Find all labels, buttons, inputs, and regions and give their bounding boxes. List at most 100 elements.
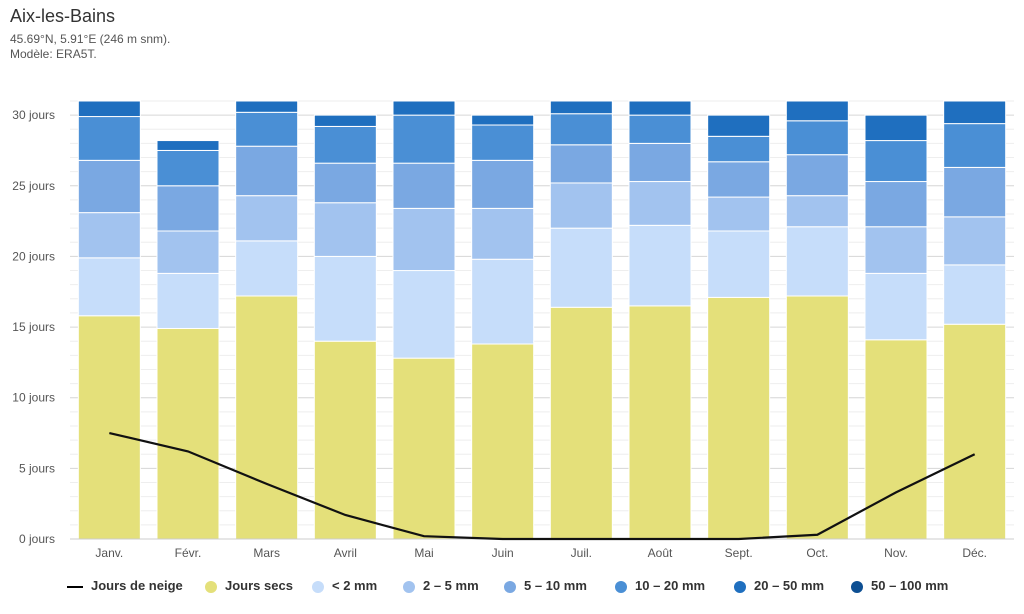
bar-segment [313, 255, 377, 342]
x-tick-label: Juil. [571, 546, 592, 560]
bar-segment [785, 226, 849, 297]
bar-segment [156, 185, 220, 232]
bar-segment [864, 226, 928, 274]
bar-segment [707, 114, 771, 137]
bar-segment [785, 154, 849, 197]
y-tick-label: 0 jours [19, 532, 55, 546]
legend-item[interactable]: Jours de neige [67, 578, 183, 593]
y-tick-label: 15 jours [12, 320, 55, 334]
bar-segment [549, 306, 613, 540]
bar-segment [156, 230, 220, 274]
bar-segment [943, 123, 1007, 168]
bar-segment [235, 111, 299, 147]
legend-item[interactable]: < 2 mm [312, 578, 377, 593]
bar-segment [156, 272, 220, 329]
bar-segment [707, 230, 771, 298]
x-tick-label: Août [648, 546, 673, 560]
bar-segment [943, 264, 1007, 325]
x-tick-label: Juin [492, 546, 514, 560]
bar-segment [77, 257, 141, 317]
bar-segment [77, 159, 141, 214]
bar-segment [471, 343, 535, 540]
bar-segment [471, 207, 535, 260]
bar-segment [785, 295, 849, 540]
bar-segment [156, 140, 220, 151]
y-tick-label: 30 jours [12, 108, 55, 122]
chart-title: Aix-les-Bains [10, 6, 116, 26]
legend-label: Jours secs [225, 578, 293, 593]
legend-item[interactable]: 10 – 20 mm [615, 578, 705, 593]
bar-segment [77, 212, 141, 259]
bar-segment [392, 270, 456, 359]
bar-segment [864, 272, 928, 341]
chart-legend: Jours de neige Jours secs < 2 mm 2 – 5 mm 5 … [0, 568, 1024, 604]
bar-segment [313, 202, 377, 257]
bar-segment [235, 295, 299, 540]
x-tick-label: Mars [253, 546, 280, 560]
bar-segment [549, 227, 613, 308]
location-coordinates: 45.69°N, 5.91°E (246 m snm). [10, 32, 171, 46]
bar-segment [77, 116, 141, 161]
x-tick-label: Sept. [725, 546, 753, 560]
x-tick-label: Févr. [175, 546, 202, 560]
bar-segment [628, 114, 692, 144]
legend-label: 10 – 20 mm [635, 578, 706, 593]
bar-segment [549, 182, 613, 229]
bar-segment [392, 207, 456, 272]
legend-color-dot [504, 580, 516, 593]
chart-subtitle: 45.69°N, 5.91°E (246 m snm). Modèle: ERA… [10, 32, 170, 62]
legend-label: < 2 mm [332, 578, 378, 593]
bar-segment [392, 357, 456, 540]
bar-segment [392, 100, 456, 116]
snow-days-line [109, 431, 976, 541]
bar-segment [471, 124, 535, 161]
bar-segment [864, 339, 928, 540]
bar-segment [549, 144, 613, 184]
legend-item[interactable]: 2 – 5 mm [403, 578, 479, 593]
legend-color-dot [615, 580, 627, 593]
legend-label: 5 – 10 mm [524, 578, 587, 593]
legend-color-dot [205, 580, 217, 593]
bar-segment [313, 162, 377, 204]
bar-segment [235, 145, 299, 197]
bar-segment [392, 162, 456, 209]
legend-item[interactable]: 5 – 10 mm [504, 578, 587, 593]
legend-item[interactable]: Jours secs [205, 578, 293, 593]
bar-segment [313, 125, 377, 164]
bar-segment [628, 305, 692, 540]
bar-segment [392, 114, 456, 164]
bar-segment [943, 100, 1007, 125]
x-tick-label: Mai [414, 546, 433, 560]
legend-label: 20 – 50 mm [754, 578, 825, 593]
bar-segment [707, 296, 771, 540]
bar-segment [549, 100, 613, 115]
bar-segment [313, 340, 377, 540]
legend-item[interactable]: 20 – 50 mm [734, 578, 824, 593]
bar-segment [156, 149, 220, 187]
legend-color-dot [312, 580, 324, 593]
bar-segment [549, 113, 613, 146]
legend-label: 50 – 100 mm [871, 578, 949, 593]
bar-segment [864, 140, 928, 183]
y-tick-label: 10 jours [12, 391, 55, 405]
legend-label: 2 – 5 mm [423, 578, 479, 593]
x-tick-label: Janv. [95, 546, 123, 560]
legend-color-dot [403, 580, 415, 593]
bar-segment [628, 100, 692, 116]
bar-segment [785, 195, 849, 228]
legend-item[interactable]: 50 – 100 mm [851, 578, 948, 593]
x-tick-label: Nov. [884, 546, 908, 560]
y-tick-label: 5 jours [19, 461, 55, 475]
x-tick-label: Avril [334, 546, 357, 560]
x-tick-label: Déc. [962, 546, 987, 560]
bar-segment [628, 224, 692, 307]
bar-segment [707, 161, 771, 198]
x-tick-label: Oct. [806, 546, 828, 560]
bar-segment [235, 195, 299, 242]
bar-segment [864, 181, 928, 228]
bar-segment [628, 181, 692, 226]
bar-segment [707, 196, 771, 232]
legend-label: Jours de neige [91, 578, 183, 593]
model-name: Modèle: ERA5T. [10, 47, 97, 61]
bar-segment [864, 114, 928, 142]
